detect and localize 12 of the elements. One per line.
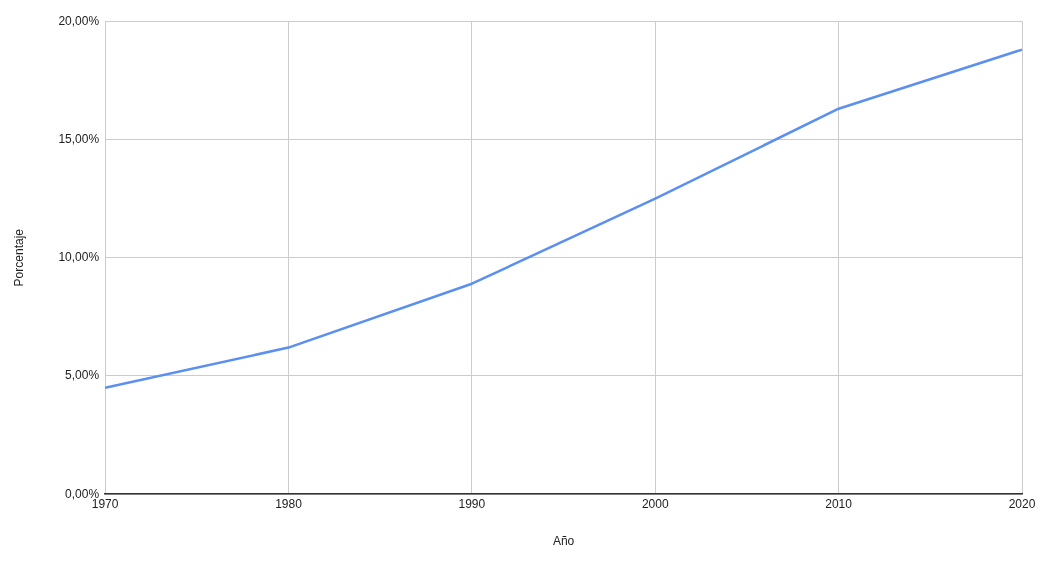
- y-tick-label: 0,00%: [65, 486, 100, 501]
- x-tick-label: 2000: [641, 496, 669, 511]
- y-axis-title: Porcentaje: [11, 228, 26, 287]
- y-tick-label: 20,00%: [58, 13, 100, 28]
- x-tick-label: 2010: [825, 496, 853, 511]
- x-axis-title: Año: [552, 534, 575, 549]
- y-tick-label: 10,00%: [58, 250, 100, 265]
- x-tick-label: 1990: [458, 496, 486, 511]
- y-tick-label: 15,00%: [58, 131, 100, 146]
- y-tick-label: 5,00%: [65, 368, 100, 383]
- x-tick-label: 2020: [1008, 496, 1036, 511]
- x-tick-label: 1980: [275, 496, 303, 511]
